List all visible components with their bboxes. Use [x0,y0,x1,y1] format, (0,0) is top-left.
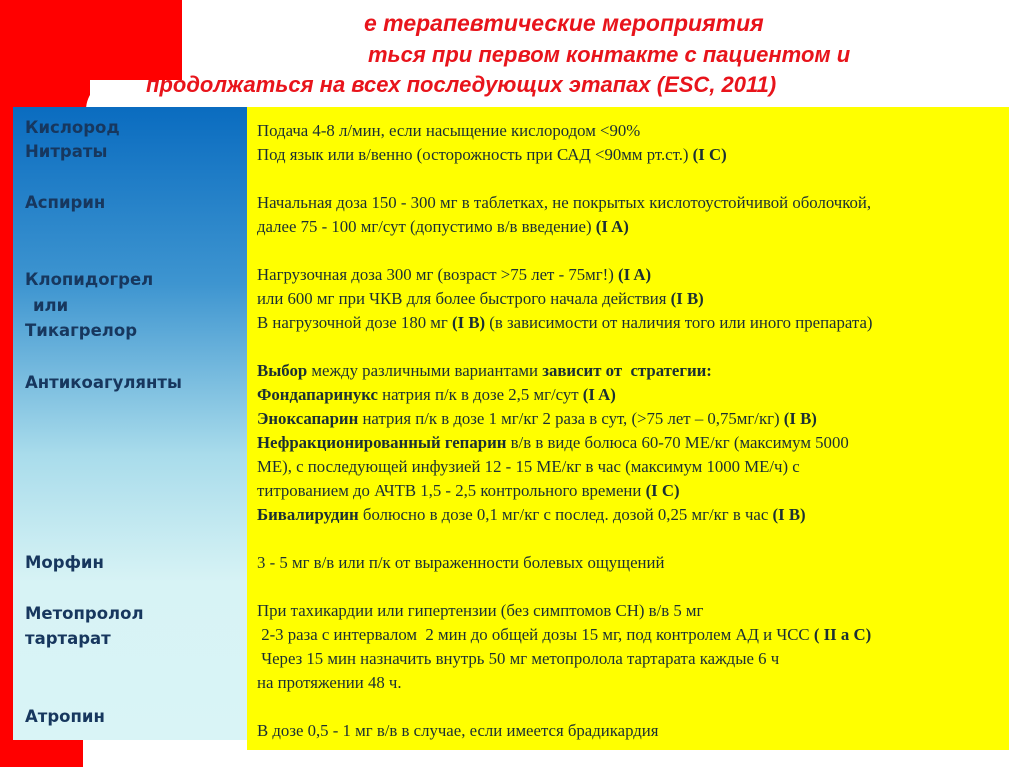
dosing-emphasis: (I B) [772,505,806,524]
drug-ticagrelor: Тикагрелор [25,321,138,340]
title-line-3: продолжаться на всех последующих этапах … [146,72,777,97]
dosing-line: Фондапаринукс натрия п/к в дозе 2,5 мг/с… [257,383,873,407]
dosing-emphasis: зависит от стратегии: [542,361,712,380]
drug-clopidogrel: Клопидогрел [25,270,154,289]
dosing-line [257,527,873,551]
dosing-text-segment: Через 15 мин назначить внутрь 50 мг мето… [257,649,780,668]
drug-atropine: Атропин [25,707,105,726]
decor-red-strip [0,0,13,767]
dosing-emphasis: Выбор [257,361,308,380]
decor-red-bottom [0,740,83,767]
drug-oxygen: Кислород [25,118,120,137]
dosing-emphasis: (I C) [692,145,727,164]
dosing-text-segment: болюсно в дозе 0,1 мг/кг с послед. дозой… [358,505,773,524]
dosing-emphasis: Фондапаринукс [257,385,378,404]
dosing-emphasis: (I A) [595,217,629,236]
dosing-text-segment: 2-3 раза с интервалом 2 мин до общей доз… [257,625,814,644]
dosing-text-segment: Подача 4-8 л/мин, если насыщение кислоро… [257,121,641,140]
dosing-emphasis: (I B) [670,289,704,308]
dosing-line: 2-3 раза с интервалом 2 мин до общей доз… [257,623,873,647]
dosing-line [257,575,873,599]
dosing-emphasis: Эноксапарин [257,409,359,428]
dosing-emphasis: Бивалирудин [257,505,359,524]
drug-morphine: Морфин [25,553,104,572]
dosing-emphasis: (I C) [645,481,680,500]
dosing-text-segment: МЕ), с последующей инфузией 12 - 15 МЕ/к… [257,457,800,476]
dosing-text-segment: далее 75 - 100 мг/сут (допустимо в/в вве… [257,217,596,236]
drug-metoprolol: Метопролол [25,604,144,623]
title-line-2: ться при первом контакте с пациентом и [368,42,851,67]
dosing-line: титрованием до АЧТВ 1,5 - 2,5 контрольно… [257,479,873,503]
dosing-line: Нефракционированный гепарин в/в в виде б… [257,431,873,455]
dosing-line: Бивалирудин болюсно в дозе 0,1 мг/кг с п… [257,503,873,527]
dosing-line: Эноксапарин натрия п/к в дозе 1 мг/кг 2 … [257,407,873,431]
dosing-line: Выбор между различными вариантами зависи… [257,359,873,383]
dosing-text-segment: (в зависимости от наличия того или иного… [485,313,873,332]
dosing-text-segment: в/в в виде болюса 60-70 МЕ/кг (максимум … [506,433,849,452]
dosing-text-segment: натрия п/к в дозе 1 мг/кг 2 раза в сут, … [358,409,784,428]
dosing-line: В нагрузочной дозе 180 мг (I B) (в завис… [257,311,873,335]
dosing-line: Нагрузочная доза 300 мг (возраст >75 лет… [257,263,873,287]
drug-names-panel: Кислород Нитраты Аспирин Клопидогрел или… [13,107,247,740]
dosing-line: Через 15 мин назначить внутрь 50 мг мето… [257,647,873,671]
dosing-emphasis: Нефракционированный гепарин [257,433,507,452]
dosing-text-segment: или 600 мг при ЧКВ для более быстрого на… [257,289,671,308]
dosing-line: на протяжении 48 ч. [257,671,873,695]
dosing-text-segment: Начальная доза 150 - 300 мг в таблетках,… [257,193,872,212]
dosing-line [257,695,873,719]
dosing-line [257,335,873,359]
dosing-line: 3 - 5 мг в/в или п/к от выраженности бол… [257,551,873,575]
dosing-text-segment: В дозе 0,5 - 1 мг в/в в случае, если име… [257,721,659,740]
dosing-emphasis: (I B) [783,409,817,428]
dosing-line: далее 75 - 100 мг/сут (допустимо в/в вве… [257,215,873,239]
dosing-line [257,239,873,263]
dosing-line [257,167,873,191]
dosing-line: При тахикардии или гипертензии (без симп… [257,599,873,623]
dosing-emphasis: (I A) [582,385,616,404]
dosing-line: или 600 мг при ЧКВ для более быстрого на… [257,287,873,311]
dosing-text-segment: натрия п/к в дозе 2,5 мг/сут [377,385,583,404]
drug-nitrates: Нитраты [25,142,108,161]
dosing-emphasis: (I A) [618,265,652,284]
dosing-line: Начальная доза 150 - 300 мг в таблетках,… [257,191,873,215]
dosing-text-segment: 3 - 5 мг в/в или п/к от выраженности бол… [257,553,665,572]
title-line-1: е терапевтические мероприятия [364,10,764,36]
dosing-line: Подача 4-8 л/мин, если насыщение кислоро… [257,119,873,143]
drug-aspirin: Аспирин [25,193,106,212]
dosing-text-segment: титрованием до АЧТВ 1,5 - 2,5 контрольно… [257,481,646,500]
dosing-text-segment: между различными вариантами [307,361,543,380]
dosing-text-segment: При тахикардии или гипертензии (без симп… [257,601,704,620]
dosing-line: В дозе 0,5 - 1 мг в/в в случае, если име… [257,719,873,743]
dosing-emphasis: (I B) [452,313,486,332]
dosing-panel: Подача 4-8 л/мин, если насыщение кислоро… [247,107,1009,750]
drug-anticoagulants: Антикоагулянты [25,373,182,392]
dosing-text-segment: на протяжении 48 ч. [257,673,402,692]
dosing-text-segment: В нагрузочной дозе 180 мг [257,313,452,332]
dosing-line: Под язык или в/венно (осторожность при С… [257,143,873,167]
dosing-line: МЕ), с последующей инфузией 12 - 15 МЕ/к… [257,455,873,479]
decor-red-top [0,0,182,80]
dosing-text-segment: Под язык или в/венно (осторожность при С… [257,145,693,164]
dosing-emphasis: ( II a C) [813,625,872,644]
drug-tartrate: тартарат [25,629,111,648]
drug-or: или [33,296,69,315]
dosing-text: Подача 4-8 л/мин, если насыщение кислоро… [257,119,873,743]
dosing-text-segment: Нагрузочная доза 300 мг (возраст >75 лет… [257,265,619,284]
decor-red-corner [0,79,90,107]
